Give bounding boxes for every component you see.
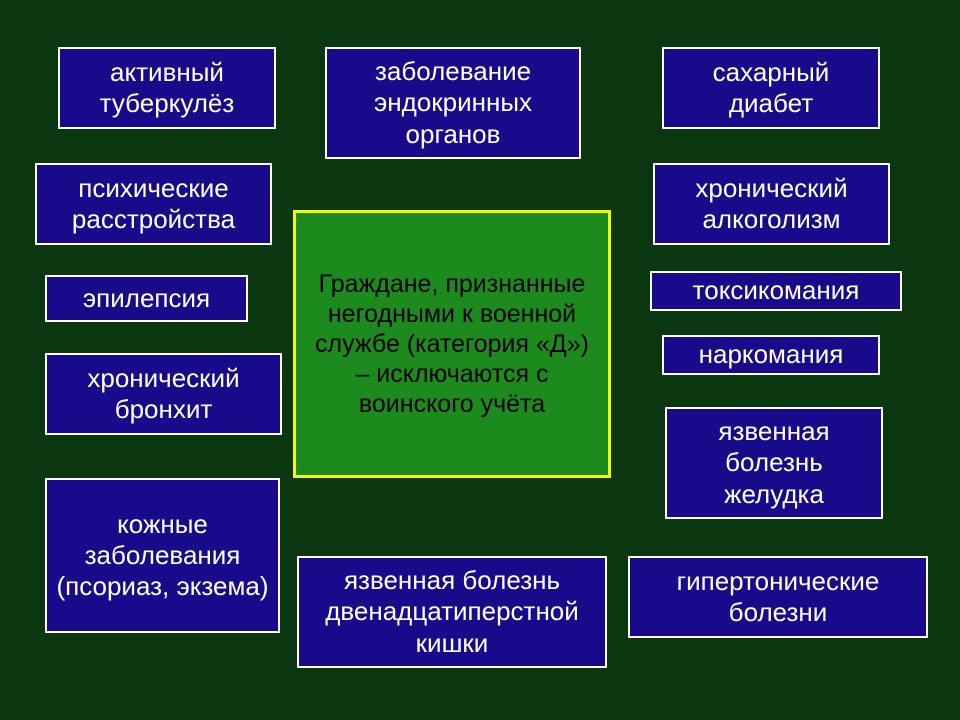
disease-box-3: психические расстройства [35, 163, 272, 245]
disease-box-8: хронический бронхит [45, 353, 282, 435]
disease-box-2: сахарный диабет [662, 47, 880, 129]
disease-box-0: активный туберкулёз [58, 47, 276, 129]
disease-box-4: хронический алкоголизм [653, 163, 890, 245]
disease-box-6: токсикомания [650, 271, 902, 311]
disease-box-5: эпилепсия [45, 275, 248, 322]
disease-box-11: язвенная болезнь двенадцатиперстной кишк… [297, 556, 607, 668]
center-box: Граждане, признанные негодными к военной… [293, 210, 611, 478]
disease-box-12: гипертонические болезни [628, 556, 928, 638]
disease-box-9: язвенная болезнь желудка [665, 407, 883, 519]
disease-box-10: кожные заболевания (псориаз, экзема) [45, 478, 280, 633]
disease-box-7: наркомания [662, 335, 880, 375]
disease-box-1: заболевание эндокринных органов [325, 47, 581, 159]
